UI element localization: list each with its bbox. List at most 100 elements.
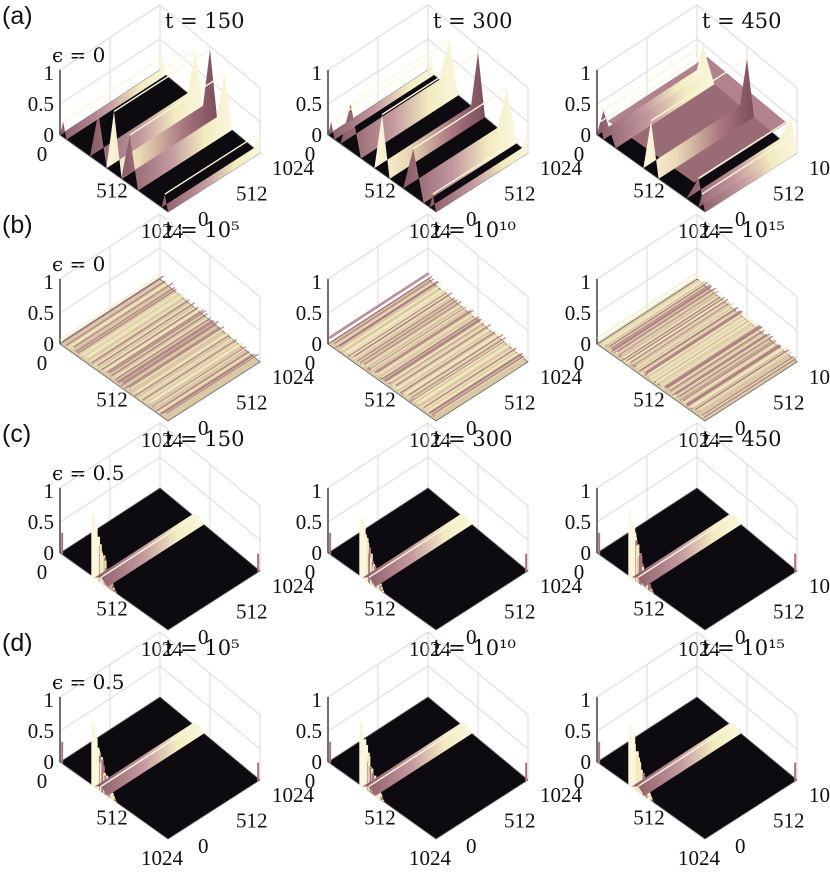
speckle-stripe (428, 353, 522, 414)
speckle-stripe (97, 302, 196, 367)
z-tick-label: 1 (44, 688, 55, 712)
wave-front-center (106, 49, 217, 179)
y-tick-label: 512 (504, 600, 536, 624)
speckle-stripe (77, 288, 177, 354)
speckle-stripe (329, 273, 430, 340)
grid-line (596, 247, 698, 314)
localized-ridge (94, 723, 204, 796)
localized-ridge-crest (637, 722, 736, 787)
speckle-stripe (605, 279, 706, 346)
speckle-stripe (637, 307, 736, 371)
speckle-stripe (629, 298, 729, 364)
speckle-stripe (75, 286, 175, 353)
wave-front-right-crest (129, 73, 225, 136)
x-tick-label: 1024 (141, 637, 184, 661)
y-tick-label: 512 (504, 809, 536, 833)
y-tick-label: 0 (466, 625, 477, 649)
speckle-stripe (112, 316, 210, 380)
y-tick-label: 0 (198, 207, 209, 231)
speckle-stripe (152, 346, 247, 408)
row-label: (d) (2, 629, 33, 657)
speckle-stripe (69, 281, 170, 347)
z-tick-label: 1 (312, 688, 323, 712)
speckle-stripe (157, 352, 252, 413)
y-tick-label: 0 (735, 207, 746, 231)
y-tick-label: 0 (198, 416, 209, 440)
speckle-stripe (332, 275, 433, 342)
x-tick-label: 512 (96, 179, 128, 203)
y-tick-label: 0 (198, 625, 209, 649)
x-tick-label: 0 (37, 351, 48, 375)
x-tick-label: 512 (96, 806, 128, 830)
speckle-stripe (695, 349, 790, 410)
speckle-stripe (368, 307, 466, 371)
x-tick-label: 0 (37, 560, 48, 584)
speckle-stripe (142, 339, 237, 401)
z-tick-label: 1 (581, 688, 592, 712)
speckle-stripe (643, 310, 741, 374)
speckle-stripe (683, 341, 778, 404)
speckle-stripe (386, 320, 484, 384)
localized-ridge-crest (368, 513, 467, 578)
speckle-stripe (395, 323, 492, 387)
speckle-stripe (130, 326, 227, 390)
edge-bump-left-crest (599, 56, 701, 123)
localized-ridge (362, 514, 472, 587)
z-tick-label: 0 (581, 123, 592, 147)
grid-line (327, 665, 429, 732)
speckle-stripe (425, 351, 520, 413)
speckle-stripe (398, 330, 494, 393)
edge-bump-right-crest (432, 134, 526, 195)
speckle-stripe (644, 312, 742, 376)
wave-front-right-crest (698, 118, 792, 179)
speckle-stripe (67, 283, 168, 349)
x-tick-label: 1024 (141, 428, 184, 452)
surface-floor (59, 487, 261, 631)
speckle-stripe (408, 334, 504, 396)
time-label: t = 150 (165, 427, 244, 451)
surface-floor (596, 696, 798, 840)
speckle-stripe (391, 323, 488, 387)
speckle-stripe (385, 318, 482, 382)
speckle-stripe (365, 303, 464, 368)
y-tick-label: 0 (198, 834, 209, 858)
speckle-stripe (632, 300, 731, 365)
x-tick-label: 512 (633, 806, 665, 830)
z-tick-label: 0.5 (28, 510, 54, 534)
speckle-stripe (118, 320, 215, 384)
z-tick-label: 0.5 (565, 92, 591, 116)
x-tick-label: 512 (364, 388, 396, 412)
y-tick-label: 1024 (272, 783, 315, 807)
speckle-stripe (682, 339, 777, 402)
speckle-stripe (109, 310, 207, 374)
speckle-stripe (406, 336, 502, 399)
speckle-stripe (375, 311, 473, 376)
epsilon-label: ϵ = 0.5 (52, 670, 124, 694)
z-tick-label: 0 (312, 541, 323, 565)
y-tick-label: 512 (773, 809, 805, 833)
wave-front-center-crest (650, 58, 748, 122)
speckle-stripe (122, 320, 219, 384)
grid-line (327, 456, 429, 523)
localized-ridge (362, 723, 472, 796)
speckle-stripe (640, 310, 738, 375)
z-tick-label: 0.5 (296, 719, 322, 743)
grid-line (159, 665, 261, 750)
epsilon-label: ϵ = 0 (52, 43, 105, 67)
speckle-stripe (427, 351, 521, 413)
speckle-stripe (636, 304, 735, 368)
grid-line (596, 665, 698, 732)
speckle-stripe (662, 324, 759, 387)
speckle-stripe (415, 342, 510, 405)
speckle-stripe (363, 300, 462, 365)
speckle-stripe (397, 327, 493, 390)
z-tick-label: 1 (312, 479, 323, 503)
y-tick-label: 0 (735, 625, 746, 649)
x-tick-label: 512 (633, 179, 665, 203)
y-tick-label: 1024 (272, 156, 315, 180)
